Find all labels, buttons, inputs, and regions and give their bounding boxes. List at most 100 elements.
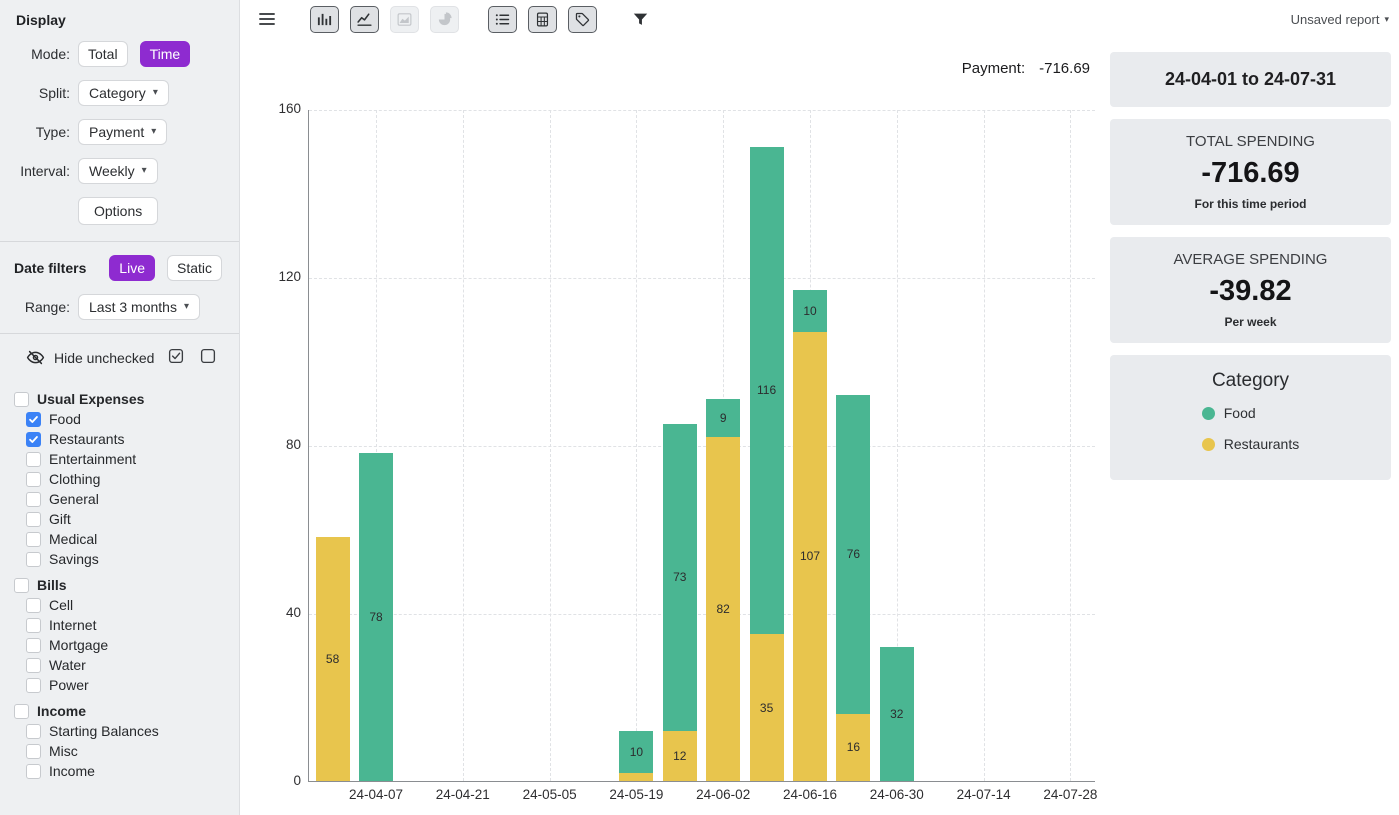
bar-segment-restaurants[interactable]: 58 <box>315 537 350 781</box>
category-group-usual-expenses[interactable]: Usual Expenses <box>14 389 239 409</box>
category-item-internet[interactable]: Internet <box>14 615 239 635</box>
x-tick-label: 24-07-14 <box>956 787 1011 802</box>
bar-segment-restaurants[interactable]: 82 <box>706 436 741 781</box>
uncheck-all-button[interactable] <box>199 347 217 368</box>
checkbox-unchecked[interactable] <box>14 391 29 407</box>
report-menu[interactable]: Unsaved report ▾ <box>1291 12 1389 27</box>
checkbox-unchecked[interactable] <box>26 677 41 693</box>
category-item-gift[interactable]: Gift <box>14 509 239 529</box>
x-tick-label: 24-04-21 <box>435 787 490 802</box>
y-tick-label: 0 <box>293 773 301 788</box>
checkbox-unchecked[interactable] <box>14 577 29 593</box>
mode-time-button[interactable]: Time <box>139 41 191 67</box>
bar-value-label: 78 <box>369 610 383 625</box>
checkbox-unchecked[interactable] <box>26 551 41 567</box>
pie-chart-icon[interactable] <box>430 5 459 33</box>
display-section-title: Display <box>16 12 66 28</box>
category-item-medical[interactable]: Medical <box>14 529 239 549</box>
checkbox-checked[interactable] <box>26 411 41 427</box>
mode-total-button[interactable]: Total <box>78 41 128 67</box>
bar-chart-icon[interactable] <box>310 5 339 33</box>
category-item-general[interactable]: General <box>14 489 239 509</box>
checkbox-unchecked[interactable] <box>26 491 41 507</box>
checkbox-unchecked[interactable] <box>26 617 41 633</box>
bar-segment-food[interactable]: 73 <box>662 424 697 731</box>
type-dropdown[interactable]: Payment ▾ <box>78 119 168 145</box>
category-item-mortgage[interactable]: Mortgage <box>14 635 239 655</box>
bar-segment-food[interactable]: 32 <box>879 646 914 781</box>
category-item-clothing[interactable]: Clothing <box>14 469 239 489</box>
legend-label: Food <box>1223 405 1256 421</box>
summary-panel: 24-04-01 to 24-07-31 TOTAL SPENDING -716… <box>1110 38 1399 815</box>
check-all-button[interactable] <box>167 347 185 368</box>
list-icon[interactable] <box>488 5 517 33</box>
y-tick-label: 80 <box>285 437 301 452</box>
bar-segment-food[interactable]: 9 <box>706 398 741 437</box>
bar-segment-food[interactable]: 76 <box>836 394 871 714</box>
category-group-bills[interactable]: Bills <box>14 575 239 595</box>
bar-segment-food[interactable]: 10 <box>793 289 827 332</box>
area-chart-icon[interactable] <box>390 5 419 33</box>
type-label: Type: <box>35 124 70 140</box>
bar-segment-restaurants[interactable]: 12 <box>662 730 697 781</box>
category-item-cell[interactable]: Cell <box>14 595 239 615</box>
bar-segment-restaurants[interactable]: 35 <box>749 634 784 781</box>
eye-off-icon <box>26 348 45 367</box>
category-item-savings[interactable]: Savings <box>14 549 239 569</box>
checkbox-unchecked[interactable] <box>26 531 41 547</box>
bar-segment-restaurants[interactable]: 16 <box>836 713 871 781</box>
date-filter-live-button[interactable]: Live <box>109 255 155 281</box>
checkbox-unchecked[interactable] <box>26 511 41 527</box>
tag-icon[interactable] <box>568 5 597 33</box>
category-item-water[interactable]: Water <box>14 655 239 675</box>
bar-value-label: 10 <box>629 744 644 759</box>
date-filter-static-button[interactable]: Static <box>166 255 222 281</box>
legend-title: Category <box>1211 370 1290 391</box>
gridline <box>309 614 1095 615</box>
checkbox-unchecked[interactable] <box>26 763 41 779</box>
options-button[interactable]: Options <box>78 197 159 225</box>
filter-icon[interactable] <box>626 6 655 33</box>
checkbox-unchecked[interactable] <box>26 597 41 613</box>
bar-segment-food[interactable]: 78 <box>359 453 393 781</box>
menu-icon[interactable] <box>252 6 281 33</box>
gridline <box>636 110 638 781</box>
interval-row: Interval: Weekly ▾ <box>0 158 239 184</box>
line-chart-icon[interactable] <box>350 5 379 33</box>
checkbox-unchecked[interactable] <box>26 657 41 673</box>
category-item-power[interactable]: Power <box>14 675 239 695</box>
bar-segment-restaurants[interactable]: 107 <box>793 331 827 781</box>
x-tick-label: 24-04-07 <box>348 787 404 802</box>
interval-dropdown[interactable]: Weekly ▾ <box>78 158 158 184</box>
category-item-misc[interactable]: Misc <box>14 741 239 761</box>
split-row: Split: Category ▾ <box>0 80 239 106</box>
type-row: Type: Payment ▾ <box>0 119 239 145</box>
bar-segment-food[interactable]: 116 <box>749 146 784 634</box>
checkbox-unchecked[interactable] <box>26 451 41 467</box>
bar-value-label: 10 <box>803 303 817 318</box>
mode-row: Mode: Total Time <box>0 41 239 67</box>
checkbox-unchecked[interactable] <box>26 637 41 653</box>
calculator-icon[interactable] <box>528 5 557 33</box>
total-spending-value: -716.69 <box>1201 157 1300 189</box>
category-item-food[interactable]: Food <box>14 409 239 429</box>
split-dropdown[interactable]: Category ▾ <box>78 80 169 106</box>
checkbox-unchecked[interactable] <box>26 743 41 759</box>
gridline <box>896 110 898 781</box>
category-item-entertainment[interactable]: Entertainment <box>14 449 239 469</box>
range-dropdown[interactable]: Last 3 months ▾ <box>78 294 200 320</box>
checkbox-unchecked[interactable] <box>14 703 29 719</box>
bar-segment-restaurants[interactable] <box>619 772 654 781</box>
checkbox-checked[interactable] <box>26 431 41 447</box>
average-spending-subtitle: Per week <box>1224 315 1277 329</box>
category-item-restaurants[interactable]: Restaurants <box>14 429 239 449</box>
gridline <box>309 278 1095 279</box>
category-item-starting-balances[interactable]: Starting Balances <box>14 721 239 741</box>
category-group-income[interactable]: Income <box>14 701 239 721</box>
checkbox-unchecked[interactable] <box>26 723 41 739</box>
category-item-income[interactable]: Income <box>14 761 239 781</box>
sidebar: Display Mode: Total Time Split: Category… <box>0 0 240 815</box>
bar-segment-food[interactable]: 10 <box>619 730 654 773</box>
checkbox-unchecked[interactable] <box>26 471 41 487</box>
type-value: Payment <box>89 124 145 140</box>
